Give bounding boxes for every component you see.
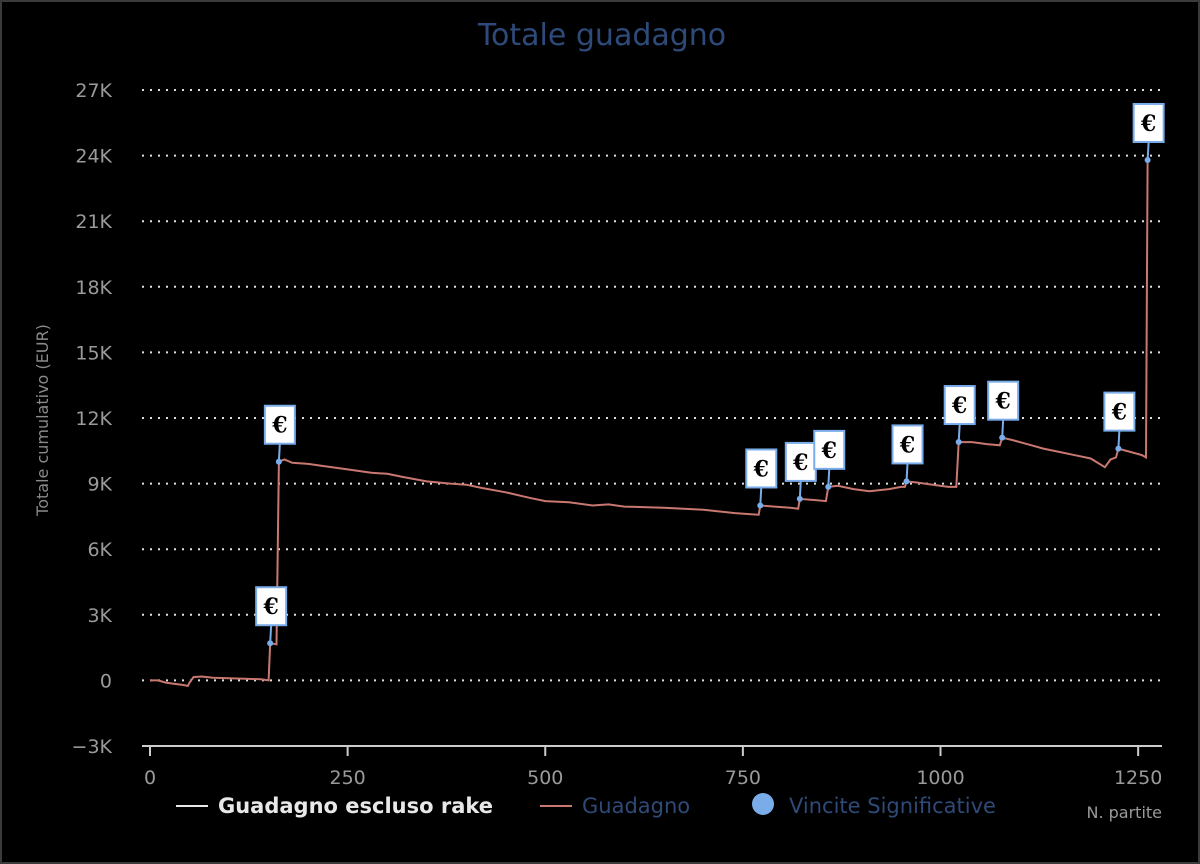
marker-flag-box bbox=[745, 448, 778, 489]
marker-flag-label: € bbox=[271, 413, 287, 439]
marker-flag-label: € bbox=[1140, 111, 1156, 137]
x-tick-label: 0 bbox=[144, 767, 156, 789]
x-tick-label: 500 bbox=[527, 767, 563, 789]
y-tick-label: 6K bbox=[87, 539, 112, 561]
y-axis-ticks: −3K 0 3K 6K 9K 12K 15K 18K 21K 24K 27K bbox=[72, 80, 113, 758]
marker-point bbox=[796, 495, 803, 502]
marker-connector bbox=[1117, 430, 1121, 449]
x-axis-ticks: 0 250 500 750 1000 1250 bbox=[144, 746, 1162, 789]
x-tick-label: 1000 bbox=[916, 767, 964, 789]
marker-flags: € € € € € € € € € € bbox=[255, 102, 1165, 647]
y-tick-label: 27K bbox=[75, 80, 112, 102]
x-tick-label: 750 bbox=[725, 767, 761, 789]
marker-flag-label: € bbox=[995, 389, 1011, 415]
marker-connector bbox=[1146, 141, 1150, 161]
legend-label-white: Guadagno escluso rake bbox=[218, 794, 493, 818]
marker-flag-box bbox=[255, 586, 288, 627]
marker-point bbox=[1144, 156, 1151, 163]
marker-point bbox=[955, 439, 962, 446]
marker-point bbox=[757, 502, 764, 509]
marker-point bbox=[825, 483, 832, 490]
marker-flag-box bbox=[1132, 102, 1165, 143]
series-lines bbox=[150, 159, 1149, 688]
marker-flag-label: € bbox=[753, 456, 769, 482]
chart-title: Totale guadagno bbox=[477, 18, 726, 53]
legend-dot-vincite bbox=[752, 793, 774, 815]
marker-flag-label: € bbox=[1111, 400, 1127, 426]
y-tick-label: 9K bbox=[87, 474, 112, 496]
marker-flag-label: € bbox=[951, 393, 967, 419]
marker-flag-box bbox=[1103, 391, 1136, 432]
x-tick-label: 1250 bbox=[1114, 767, 1162, 789]
marker-flag-box bbox=[263, 404, 296, 445]
marker-connector bbox=[827, 468, 831, 487]
y-tick-label: 21K bbox=[75, 211, 112, 233]
marker-flag-box bbox=[813, 429, 846, 470]
legend-item-vincite[interactable]: Vincite Significative bbox=[752, 793, 996, 818]
y-tick-label: 24K bbox=[75, 146, 112, 168]
y-tick-label: 15K bbox=[75, 342, 112, 364]
y-tick-label: 18K bbox=[75, 277, 112, 299]
y-tick-label: 0 bbox=[100, 670, 112, 692]
legend-label-vincite: Vincite Significative bbox=[789, 794, 996, 818]
marker-flag-box bbox=[943, 385, 976, 426]
marker-connector bbox=[269, 625, 273, 644]
marker-flag-label: € bbox=[792, 450, 808, 476]
marker-connector bbox=[277, 443, 281, 462]
marker-point bbox=[1115, 445, 1122, 452]
legend-label-guadagno: Guadagno bbox=[582, 794, 690, 818]
marker-flag-label: € bbox=[263, 594, 279, 620]
marker-connector bbox=[798, 480, 802, 499]
legend-item-white-series[interactable]: Guadagno escluso rake bbox=[176, 794, 493, 818]
marker-connector bbox=[1001, 419, 1005, 438]
marker-connector bbox=[905, 463, 909, 482]
marker-connector bbox=[759, 487, 763, 506]
marker-flag-label: € bbox=[899, 432, 915, 458]
series-line-1 bbox=[150, 159, 1149, 688]
marker-flag-box bbox=[891, 424, 924, 465]
marker-point bbox=[275, 458, 282, 465]
marker-flag-label: € bbox=[821, 438, 837, 464]
x-tick-label: 250 bbox=[329, 767, 365, 789]
marker-connector bbox=[957, 423, 961, 443]
x-axis-label: N. partite bbox=[1086, 803, 1162, 822]
legend: Guadagno escluso rake Guadagno Vincite S… bbox=[176, 793, 996, 818]
y-tick-label: 3K bbox=[87, 605, 112, 627]
y-axis-label: Totale cumulativo (EUR) bbox=[33, 324, 52, 517]
y-tick-label: −3K bbox=[72, 736, 113, 758]
marker-point bbox=[267, 640, 274, 647]
y-tick-label: 12K bbox=[75, 408, 112, 430]
marker-flag-box bbox=[784, 441, 817, 482]
legend-item-guadagno[interactable]: Guadagno bbox=[540, 794, 690, 818]
marker-point bbox=[903, 478, 910, 485]
marker-point bbox=[999, 434, 1006, 441]
marker-flag-box bbox=[987, 380, 1020, 421]
